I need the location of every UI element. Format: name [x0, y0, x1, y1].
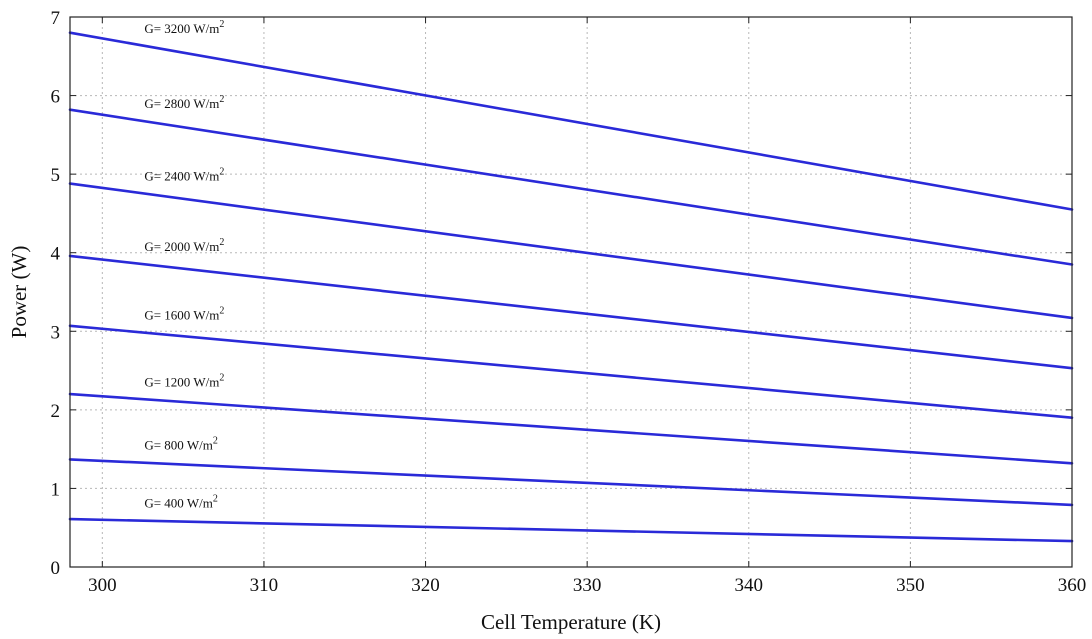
plot-area-frame [69, 16, 1073, 568]
series-line [68, 517, 1074, 543]
y-tick-label: 6 [51, 87, 61, 108]
y-tick-label: 2 [51, 401, 61, 422]
y-axis-label: Power (W) [7, 246, 31, 339]
series-label: G= 2400 W/m2 [144, 167, 224, 184]
y-tick-label: 3 [51, 322, 61, 343]
series-line [68, 31, 1074, 211]
y-axis-ticks: 0 1 2 3 4 5 6 7 [51, 8, 1072, 579]
x-tick-label: 360 [1058, 575, 1087, 596]
x-tick-label: 320 [411, 575, 440, 596]
series-label: G= 1600 W/m2 [144, 306, 224, 323]
y-tick-label: 4 [51, 244, 61, 265]
grid [70, 17, 1072, 567]
series-label: G= 2000 W/m2 [144, 237, 224, 254]
y-tick-label: 5 [51, 165, 61, 186]
series-line [68, 182, 1074, 320]
series-line [68, 254, 1074, 370]
x-tick-label: 340 [735, 575, 764, 596]
series-line [68, 458, 1074, 507]
x-axis-ticks: 300 310 320 330 340 350 360 [88, 17, 1086, 596]
series-line [68, 108, 1074, 266]
series-line [68, 392, 1074, 465]
series-label: G= 800 W/m2 [144, 436, 217, 453]
series-lines [68, 31, 1074, 543]
series-label: G= 400 W/m2 [144, 494, 217, 511]
y-tick-label: 1 [51, 479, 61, 500]
series-label: G= 2800 W/m2 [144, 94, 224, 111]
x-axis-label: Cell Temperature (K) [481, 610, 661, 634]
x-tick-label: 300 [88, 575, 117, 596]
x-tick-label: 330 [573, 575, 602, 596]
series-line [68, 324, 1074, 420]
x-tick-label: 350 [896, 575, 925, 596]
y-tick-label: 7 [51, 8, 61, 29]
series-label: G= 3200 W/m2 [144, 19, 224, 36]
y-tick-label: 0 [51, 558, 61, 579]
series-labels: G= 3200 W/m2 G= 2800 W/m2 G= 2400 W/m2 G= 2… [144, 19, 224, 511]
x-tick-label: 310 [250, 575, 279, 596]
series-label: G= 1200 W/m2 [144, 372, 224, 389]
